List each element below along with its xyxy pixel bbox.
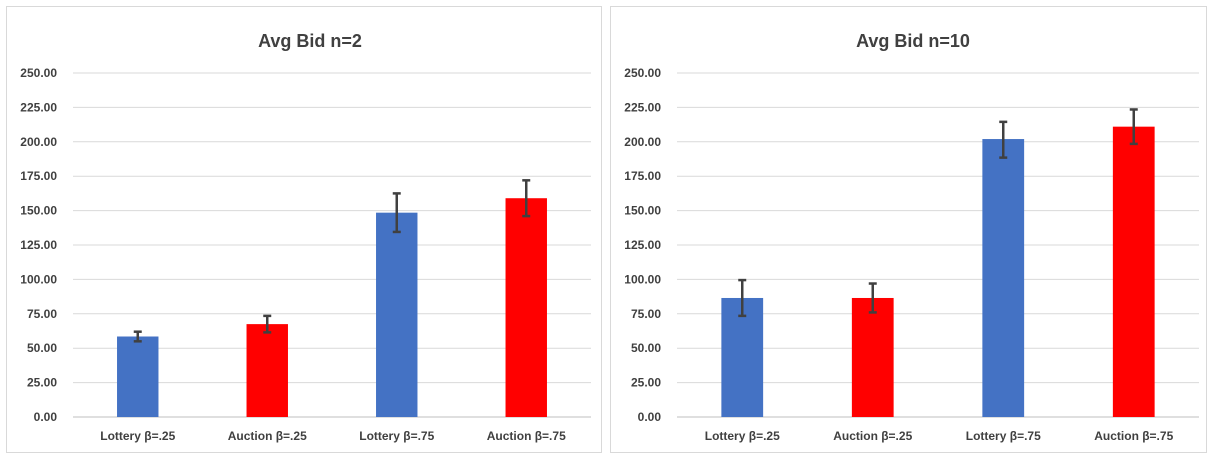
bar bbox=[117, 336, 159, 417]
chart-panel-n2: Avg Bid n=2 0.00 25.00 50.00 75.00 100.00 125.… bbox=[6, 6, 602, 453]
y-tick-label: 75.00 bbox=[631, 307, 661, 321]
bar bbox=[505, 198, 547, 417]
y-tick-label: 50.00 bbox=[631, 341, 661, 355]
bar bbox=[721, 297, 764, 417]
y-tick-label: 150.00 bbox=[20, 204, 57, 218]
bar bbox=[851, 297, 894, 417]
y-tick-label: 0.00 bbox=[638, 410, 662, 424]
y-tick-label: 200.00 bbox=[20, 135, 57, 149]
bar-chart-n10: Avg Bid n=10 0.00 25.00 50.00 75.00 100.00 125… bbox=[624, 31, 1199, 443]
y-tick-label: 50.00 bbox=[27, 341, 57, 355]
y-tick-label: 250.00 bbox=[624, 66, 661, 80]
x-category-label: Auction β=.75 bbox=[1094, 429, 1173, 443]
y-tick-label: 175.00 bbox=[624, 169, 661, 183]
chart-title: Avg Bid n=2 bbox=[258, 31, 362, 51]
x-category-label: Lottery β=.75 bbox=[359, 429, 434, 443]
bar bbox=[1112, 126, 1155, 417]
y-tick-label: 150.00 bbox=[624, 204, 661, 218]
x-category-label: Auction β=.75 bbox=[487, 429, 566, 443]
y-tick-label: 200.00 bbox=[624, 135, 661, 149]
x-category-label: Lottery β=.25 bbox=[100, 429, 175, 443]
chart-title: Avg Bid n=10 bbox=[856, 31, 970, 51]
y-tick-label: 175.00 bbox=[20, 169, 57, 183]
y-tick-label: 225.00 bbox=[624, 100, 661, 114]
y-tick-label: 100.00 bbox=[20, 272, 57, 286]
y-tick-label: 250.00 bbox=[20, 66, 57, 80]
x-category-label: Auction β=.25 bbox=[228, 429, 307, 443]
bar bbox=[246, 324, 288, 417]
x-category-label: Auction β=.25 bbox=[833, 429, 912, 443]
y-tick-label: 75.00 bbox=[27, 307, 57, 321]
y-tick-label: 100.00 bbox=[624, 272, 661, 286]
x-category-label: Lottery β=.75 bbox=[966, 429, 1041, 443]
y-tick-label: 25.00 bbox=[631, 376, 661, 390]
chart-panel-n10: Avg Bid n=10 0.00 25.00 50.00 75.00 100.00 125… bbox=[610, 6, 1207, 453]
y-tick-label: 25.00 bbox=[27, 376, 57, 390]
x-category-label: Lottery β=.25 bbox=[705, 429, 780, 443]
bar bbox=[376, 212, 418, 417]
y-tick-label: 125.00 bbox=[624, 238, 661, 252]
bar-chart-n2: Avg Bid n=2 0.00 25.00 50.00 75.00 100.00 125.… bbox=[20, 31, 591, 443]
y-tick-label: 0.00 bbox=[34, 410, 58, 424]
y-tick-label: 125.00 bbox=[20, 238, 57, 252]
bar bbox=[982, 139, 1025, 417]
y-tick-label: 225.00 bbox=[20, 100, 57, 114]
